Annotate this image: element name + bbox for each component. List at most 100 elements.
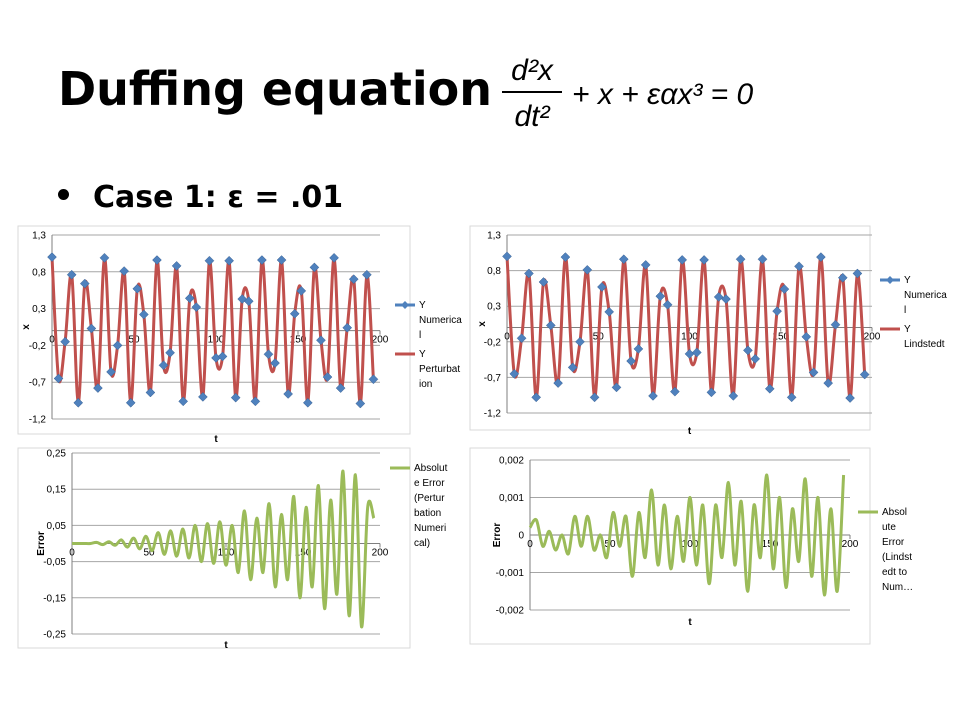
legend-label: Error — [882, 537, 905, 548]
data-point-marker — [263, 349, 274, 360]
data-point-marker — [531, 392, 542, 403]
data-point-marker — [670, 386, 680, 397]
data-point-marker — [545, 320, 556, 331]
data-point-marker — [112, 340, 123, 351]
data-point-marker — [342, 322, 353, 333]
data-point-marker — [191, 302, 202, 312]
data-point-marker — [79, 278, 90, 289]
data-point-marker — [516, 333, 527, 344]
legend-entry: Absol ute Error (Lindst edt to Num… — [858, 507, 913, 593]
chart-3: 0,250,150,05-0,05-0,15-0,250 50 100 150 200t… — [17, 447, 448, 651]
legend-label: cal) — [414, 538, 430, 549]
y-tick-label: -0,002 — [496, 606, 525, 617]
data-point-marker — [859, 369, 870, 380]
data-point-marker — [119, 266, 130, 276]
data-point-marker — [772, 306, 782, 317]
legend-label: Y — [904, 275, 911, 286]
data-point-marker — [145, 387, 156, 398]
legend-label: bation — [414, 508, 441, 519]
data-point-marker — [270, 358, 280, 368]
data-point-marker — [138, 309, 149, 320]
legend-label: (Pertur — [414, 493, 445, 504]
data-point-marker — [171, 261, 182, 271]
legend-label: Numerica — [419, 315, 462, 326]
legend-label: l — [904, 305, 906, 316]
data-point-marker — [158, 360, 169, 371]
data-point-marker — [309, 262, 320, 273]
x-axis-title: t — [214, 434, 218, 445]
data-point-marker — [165, 347, 175, 358]
x-tick-label: 200 — [864, 332, 881, 343]
y-tick-label: 1,3 — [487, 231, 501, 242]
data-point-marker — [93, 383, 103, 393]
data-point-marker — [845, 393, 855, 403]
legend-label: l — [419, 330, 421, 341]
data-point-marker — [250, 396, 261, 407]
y-tick-label: 0,15 — [47, 485, 67, 496]
legend-label: Num… — [882, 582, 913, 593]
data-point-marker — [283, 389, 294, 399]
data-point-marker — [362, 269, 372, 280]
legend-label: Y — [419, 349, 426, 360]
data-point-marker — [837, 272, 848, 283]
legend-entry: Y Perturbat ion — [395, 349, 460, 390]
data-point-marker — [368, 374, 379, 385]
legend-label: Numerica — [904, 290, 947, 301]
data-point-marker — [224, 255, 234, 266]
x-tick-label: 100 — [682, 539, 699, 550]
x-axis-title: t — [688, 426, 692, 437]
legend-label: Absol — [882, 507, 907, 518]
bullet-dot — [58, 189, 69, 200]
x-tick-label: 150 — [290, 335, 307, 346]
y-tick-label: -0,7 — [29, 378, 47, 389]
y-tick-label: -0,25 — [43, 630, 66, 641]
y-tick-label: 0,8 — [487, 266, 501, 277]
data-point-marker — [706, 387, 717, 398]
x-tick-label: 0 — [504, 332, 510, 343]
y-axis-title: Error — [36, 531, 47, 556]
y-axis-title: x — [477, 321, 488, 327]
equation-numerator: d²x — [511, 54, 554, 87]
y-tick-label: -0,7 — [484, 373, 502, 384]
equation-rest: + x + εαx³ = 0 — [572, 78, 754, 111]
data-point-marker — [823, 378, 834, 388]
data-point-marker — [276, 255, 287, 265]
y-tick-label: -1,2 — [29, 415, 47, 426]
data-point-marker — [611, 382, 622, 393]
x-tick-label: 100 — [208, 335, 225, 346]
data-point-marker — [538, 277, 549, 287]
legend-marker — [886, 276, 894, 284]
data-point-marker — [786, 392, 797, 403]
data-point-marker — [618, 254, 629, 265]
data-point-marker — [524, 268, 534, 279]
legend-label: Y — [419, 300, 426, 311]
x-tick-label: 0 — [49, 335, 55, 346]
data-point-marker — [626, 356, 636, 366]
legend-label: Perturbat — [419, 364, 460, 375]
data-point-marker — [355, 398, 366, 409]
y-tick-label: 0,002 — [499, 456, 524, 467]
data-point-marker — [322, 372, 333, 382]
data-point-marker — [329, 252, 339, 263]
data-point-marker — [99, 252, 110, 263]
chart-2: 1,30,80,3-0,2-0,7-1,20 50 100 150 200txYNume… — [469, 225, 947, 437]
legend-entry: Y Lindstedt — [880, 324, 945, 350]
y-tick-label: 0,05 — [47, 521, 67, 532]
data-point-marker — [509, 368, 520, 379]
x-tick-label: 0 — [527, 539, 533, 550]
data-point-marker — [597, 282, 607, 292]
data-point-marker — [560, 252, 571, 262]
data-point-marker — [677, 255, 688, 265]
data-point-marker — [648, 391, 658, 401]
y-axis-title: Error — [492, 523, 503, 548]
data-point-marker — [794, 261, 804, 272]
data-point-marker — [801, 331, 812, 342]
series-line-absolute-error-lindstedt-to-num- — [528, 473, 846, 597]
data-point-marker — [604, 307, 615, 317]
data-point-marker — [589, 392, 600, 403]
legend-label: edt to — [882, 567, 907, 578]
y-tick-label: 0,8 — [32, 267, 46, 278]
data-point-marker — [243, 296, 254, 307]
y-tick-label: 0,3 — [487, 302, 501, 313]
